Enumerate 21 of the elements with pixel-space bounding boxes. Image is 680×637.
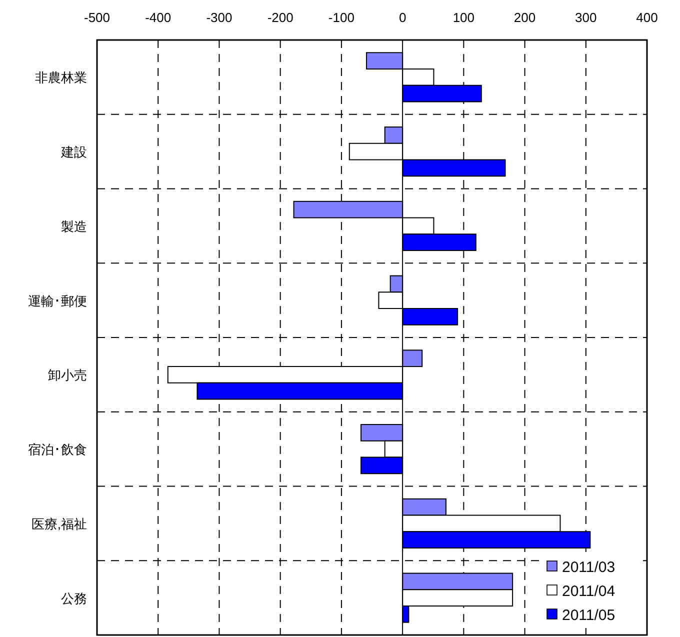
x-tick-label: -400	[145, 10, 172, 25]
y-tick-label: 製造	[61, 218, 87, 234]
x-tick-label: -300	[206, 10, 232, 25]
y-tick-label: 宿泊･飲食	[28, 442, 87, 458]
x-tick-label: 0	[398, 10, 406, 25]
y-tick-label: 運輸･郵便	[28, 293, 87, 308]
legend-label: 2011/05	[562, 607, 616, 624]
x-tick-label: 200	[514, 10, 536, 25]
legend-label: 2011/03	[562, 559, 616, 576]
y-tick-label: 公務	[61, 590, 87, 606]
y-tick-label: 医療,福祉	[31, 516, 87, 532]
legend-label: 2011/04	[562, 583, 616, 600]
x-tick-label: 100	[452, 10, 475, 25]
x-tick-label: -200	[267, 10, 294, 25]
x-tick-label: 400	[636, 10, 658, 25]
y-tick-label: 非農林業	[35, 70, 87, 86]
y-tick-label: 卸小売	[48, 368, 87, 383]
y-tick-label: 建設	[60, 144, 87, 160]
x-tick-label: -100	[328, 10, 354, 25]
x-tick-label: 300	[575, 10, 597, 25]
x-tick-label: -500	[84, 10, 110, 25]
